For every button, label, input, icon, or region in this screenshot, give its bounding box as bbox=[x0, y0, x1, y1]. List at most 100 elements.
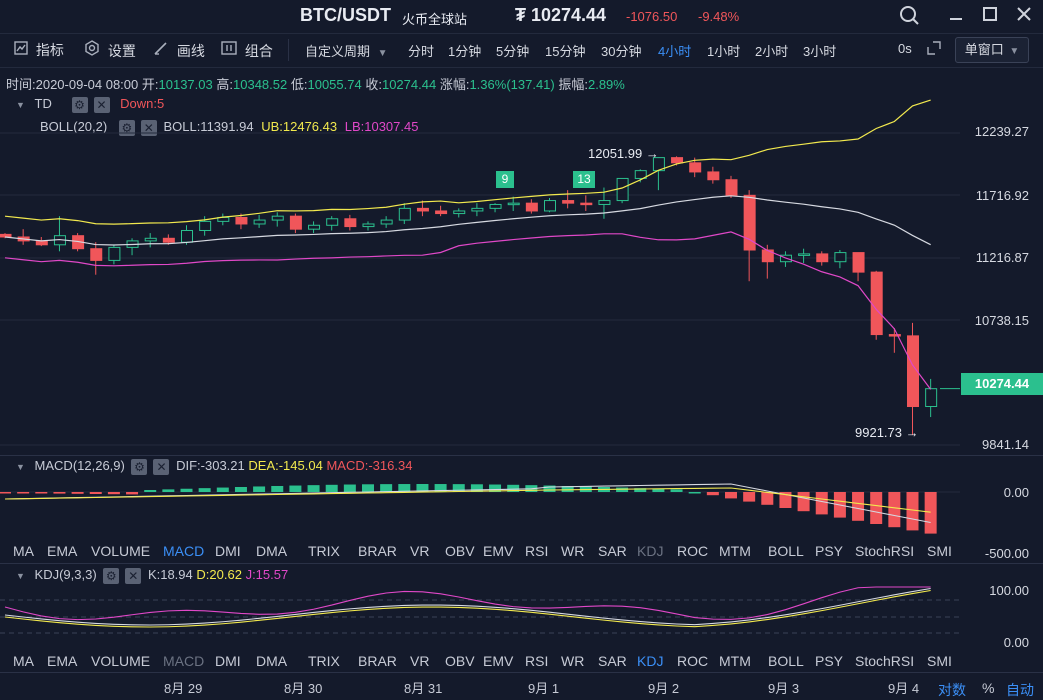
indicator-tab-emv[interactable]: EMV bbox=[483, 543, 514, 559]
indicator-tab-volume[interactable]: VOLUME bbox=[91, 653, 151, 669]
collapse-icon[interactable]: ▼ bbox=[16, 100, 25, 110]
macd-bar bbox=[362, 484, 374, 492]
indicator-tab-psy[interactable]: PSY bbox=[815, 653, 844, 669]
candle bbox=[453, 210, 466, 215]
close-icon[interactable]: ✕ bbox=[153, 458, 170, 475]
layout-button[interactable]: 组合 bbox=[221, 40, 273, 61]
candle bbox=[689, 162, 702, 173]
indicator-tab-smi[interactable]: SMI bbox=[927, 543, 952, 559]
macd-chart[interactable] bbox=[0, 477, 960, 539]
close-icon[interactable] bbox=[1012, 4, 1036, 28]
draw-line-button[interactable]: 画线 bbox=[153, 40, 205, 61]
indicator-tab-ma[interactable]: MA bbox=[13, 543, 34, 559]
window-mode-dropdown[interactable]: 单窗口 ▼ bbox=[955, 37, 1029, 63]
indicator-tab-dma[interactable]: DMA bbox=[256, 543, 288, 559]
log-scale-toggle[interactable]: 对数 bbox=[938, 682, 966, 698]
candle bbox=[162, 237, 175, 243]
macd-dea-line bbox=[4, 487, 931, 513]
indicator-button[interactable]: 指标 bbox=[14, 40, 64, 60]
auto-scale-toggle[interactable]: 自动 bbox=[1006, 682, 1034, 698]
period-6[interactable]: 4小时 bbox=[658, 44, 692, 59]
indicator-tab-rsi[interactable]: RSI bbox=[525, 543, 549, 559]
indicator-tab-boll[interactable]: BOLL bbox=[768, 653, 804, 669]
indicator-tab-rsi[interactable]: RSI bbox=[525, 653, 549, 669]
gear-icon[interactable]: ⚙ bbox=[103, 567, 120, 584]
macd-bar bbox=[870, 492, 883, 524]
indicator-tab-kdj[interactable]: KDJ bbox=[637, 543, 664, 559]
indicator-tab-macd[interactable]: MACD bbox=[163, 543, 205, 559]
candlestick-chart[interactable] bbox=[0, 90, 1043, 455]
collapse-icon[interactable]: ▼ bbox=[16, 571, 25, 581]
indicator-tab-volume[interactable]: VOLUME bbox=[91, 543, 151, 559]
candle bbox=[671, 157, 684, 164]
period-4[interactable]: 15分钟 bbox=[545, 44, 586, 59]
indicator-tab-stochrsi[interactable]: StochRSI bbox=[855, 543, 915, 559]
macd-bar bbox=[253, 486, 266, 492]
indicator-tab-vr[interactable]: VR bbox=[410, 653, 430, 669]
indicator-tab-mtm[interactable]: MTM bbox=[719, 543, 751, 559]
indicator-tab-boll[interactable]: BOLL bbox=[768, 543, 804, 559]
indicator-tab-wr[interactable]: WR bbox=[561, 543, 585, 559]
panel-divider bbox=[0, 455, 1043, 456]
period-8[interactable]: 2小时 bbox=[755, 44, 789, 59]
indicator-tab-brar[interactable]: BRAR bbox=[358, 543, 397, 559]
search-icon[interactable] bbox=[897, 4, 921, 28]
period-5[interactable]: 30分钟 bbox=[601, 44, 642, 59]
indicator-tab-kdj[interactable]: KDJ bbox=[637, 653, 664, 669]
kdj-chart[interactable] bbox=[0, 585, 960, 650]
macd-bar bbox=[924, 492, 937, 534]
kdj-axis-label: 0.00 bbox=[1003, 635, 1029, 650]
macd-bar bbox=[797, 492, 810, 512]
indicator-tab-psy[interactable]: PSY bbox=[815, 543, 844, 559]
macd-bar bbox=[53, 492, 66, 494]
maximize-icon[interactable] bbox=[978, 4, 1002, 28]
indicator-tab-roc[interactable]: ROC bbox=[677, 543, 709, 559]
indicator-tab-brar[interactable]: BRAR bbox=[358, 653, 397, 669]
collapse-icon[interactable]: ▼ bbox=[16, 462, 25, 472]
chevron-down-icon: ▼ bbox=[1009, 46, 1020, 57]
period-9[interactable]: 3小时 bbox=[803, 44, 837, 59]
indicator-tab-emv[interactable]: EMV bbox=[483, 653, 514, 669]
indicator-tab-stochrsi[interactable]: StochRSI bbox=[855, 653, 915, 669]
close-icon[interactable]: ✕ bbox=[93, 96, 110, 113]
macd-bar bbox=[634, 488, 647, 492]
indicator-tab-roc[interactable]: ROC bbox=[677, 653, 709, 669]
macd-bar bbox=[271, 485, 284, 492]
indicator-tab-macd[interactable]: MACD bbox=[163, 653, 205, 669]
indicator-tab-ema[interactable]: EMA bbox=[47, 653, 78, 669]
indicator-tab-dmi[interactable]: DMI bbox=[215, 653, 241, 669]
toolbar-divider bbox=[288, 39, 289, 61]
indicator-tab-vr[interactable]: VR bbox=[410, 543, 430, 559]
close-icon[interactable]: ✕ bbox=[125, 567, 142, 584]
minimize-icon[interactable] bbox=[944, 4, 968, 28]
macd-indicator-row: ▼ MACD(12,26,9) ⚙ ✕ DIF:-303.21 DEA:-145.… bbox=[16, 458, 413, 475]
indicator-tab-obv[interactable]: OBV bbox=[445, 543, 475, 559]
period-2[interactable]: 1分钟 bbox=[448, 44, 482, 59]
gear-icon[interactable]: ⚙ bbox=[118, 119, 135, 136]
period-3[interactable]: 5分钟 bbox=[496, 44, 530, 59]
indicator-tab-ema[interactable]: EMA bbox=[47, 543, 78, 559]
indicator-tab-wr[interactable]: WR bbox=[561, 653, 585, 669]
indicator-tab-dmi[interactable]: DMI bbox=[215, 543, 241, 559]
close-icon[interactable]: ✕ bbox=[140, 119, 157, 136]
gear-icon[interactable]: ⚙ bbox=[131, 458, 148, 475]
indicator-tab-sar[interactable]: SAR bbox=[598, 543, 627, 559]
percent-scale-toggle[interactable]: % bbox=[982, 680, 995, 696]
price-change-pct: -9.48% bbox=[698, 9, 740, 24]
macd-bar bbox=[35, 492, 48, 494]
screenshot-icon[interactable] bbox=[926, 40, 942, 61]
indicator-tab-obv[interactable]: OBV bbox=[445, 653, 475, 669]
gear-icon[interactable]: ⚙ bbox=[71, 96, 88, 113]
indicator-tab-sar[interactable]: SAR bbox=[598, 653, 627, 669]
trading-pair[interactable]: BTC/USDT bbox=[300, 5, 391, 25]
period-1[interactable]: 分时 bbox=[408, 44, 435, 59]
indicator-tab-trix[interactable]: TRIX bbox=[308, 653, 340, 669]
custom-period-dropdown[interactable]: 自定义周期 ▼ bbox=[305, 44, 388, 59]
indicator-tab-smi[interactable]: SMI bbox=[927, 653, 952, 669]
indicator-tab-mtm[interactable]: MTM bbox=[719, 653, 751, 669]
indicator-tab-dma[interactable]: DMA bbox=[256, 653, 288, 669]
settings-button[interactable]: 设置 bbox=[84, 40, 136, 61]
indicator-tab-ma[interactable]: MA bbox=[13, 653, 34, 669]
period-7[interactable]: 1小时 bbox=[707, 44, 741, 59]
indicator-tab-trix[interactable]: TRIX bbox=[308, 543, 340, 559]
